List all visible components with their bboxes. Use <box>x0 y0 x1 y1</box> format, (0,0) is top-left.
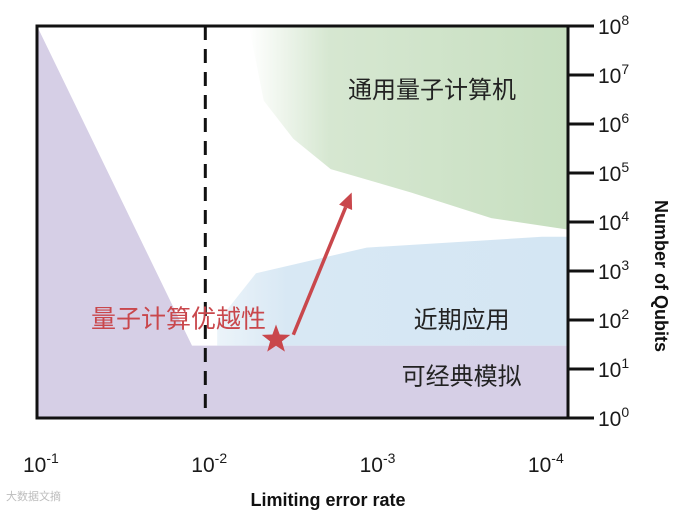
x-tick-label--4: 10-4 <box>528 450 564 477</box>
y-tick-label-5: 105 <box>598 159 629 186</box>
quantum-advantage-label: 量子计算优越性 <box>91 304 266 333</box>
region-3 <box>249 26 568 230</box>
arrow-layer <box>291 192 353 336</box>
region-label-3: 通用量子计算机 <box>348 76 516 104</box>
y-axis-title: Number of Qubits <box>651 200 671 352</box>
quantum-advantage-star <box>261 324 291 352</box>
y-tick-label-7: 107 <box>598 61 629 88</box>
region-label-2: 近期应用 <box>414 306 510 334</box>
regions-layer <box>37 26 568 418</box>
watermark: 大数据文摘 <box>6 489 61 503</box>
y-tick-label-0: 100 <box>598 404 629 431</box>
y-tick-label-4: 104 <box>598 208 629 235</box>
x-tick-label--1: 10-1 <box>23 450 59 477</box>
y-tick-label-3: 103 <box>598 257 629 284</box>
x-axis-title: Limiting error rate <box>250 490 405 510</box>
y-axis: 100 101 102 103 104 105 106 107 108 <box>568 12 629 431</box>
region-label-1: 可经典模拟 <box>402 363 522 391</box>
arrow-shaft <box>291 206 348 336</box>
x-tick-label--3: 10-3 <box>360 450 396 477</box>
y-tick-label-8: 108 <box>598 12 629 39</box>
x-axis: 10-1 10-2 10-3 10-4 <box>23 450 564 477</box>
region-1 <box>37 26 568 418</box>
x-tick-label--2: 10-2 <box>191 450 227 477</box>
y-tick-label-2: 102 <box>598 306 629 333</box>
region-labels: 可经典模拟 近期应用 通用量子计算机 <box>348 76 522 391</box>
arrow-head <box>339 192 353 210</box>
y-tick-label-6: 106 <box>598 110 629 137</box>
y-tick-label-1: 101 <box>598 355 629 382</box>
region-2 <box>217 236 568 346</box>
